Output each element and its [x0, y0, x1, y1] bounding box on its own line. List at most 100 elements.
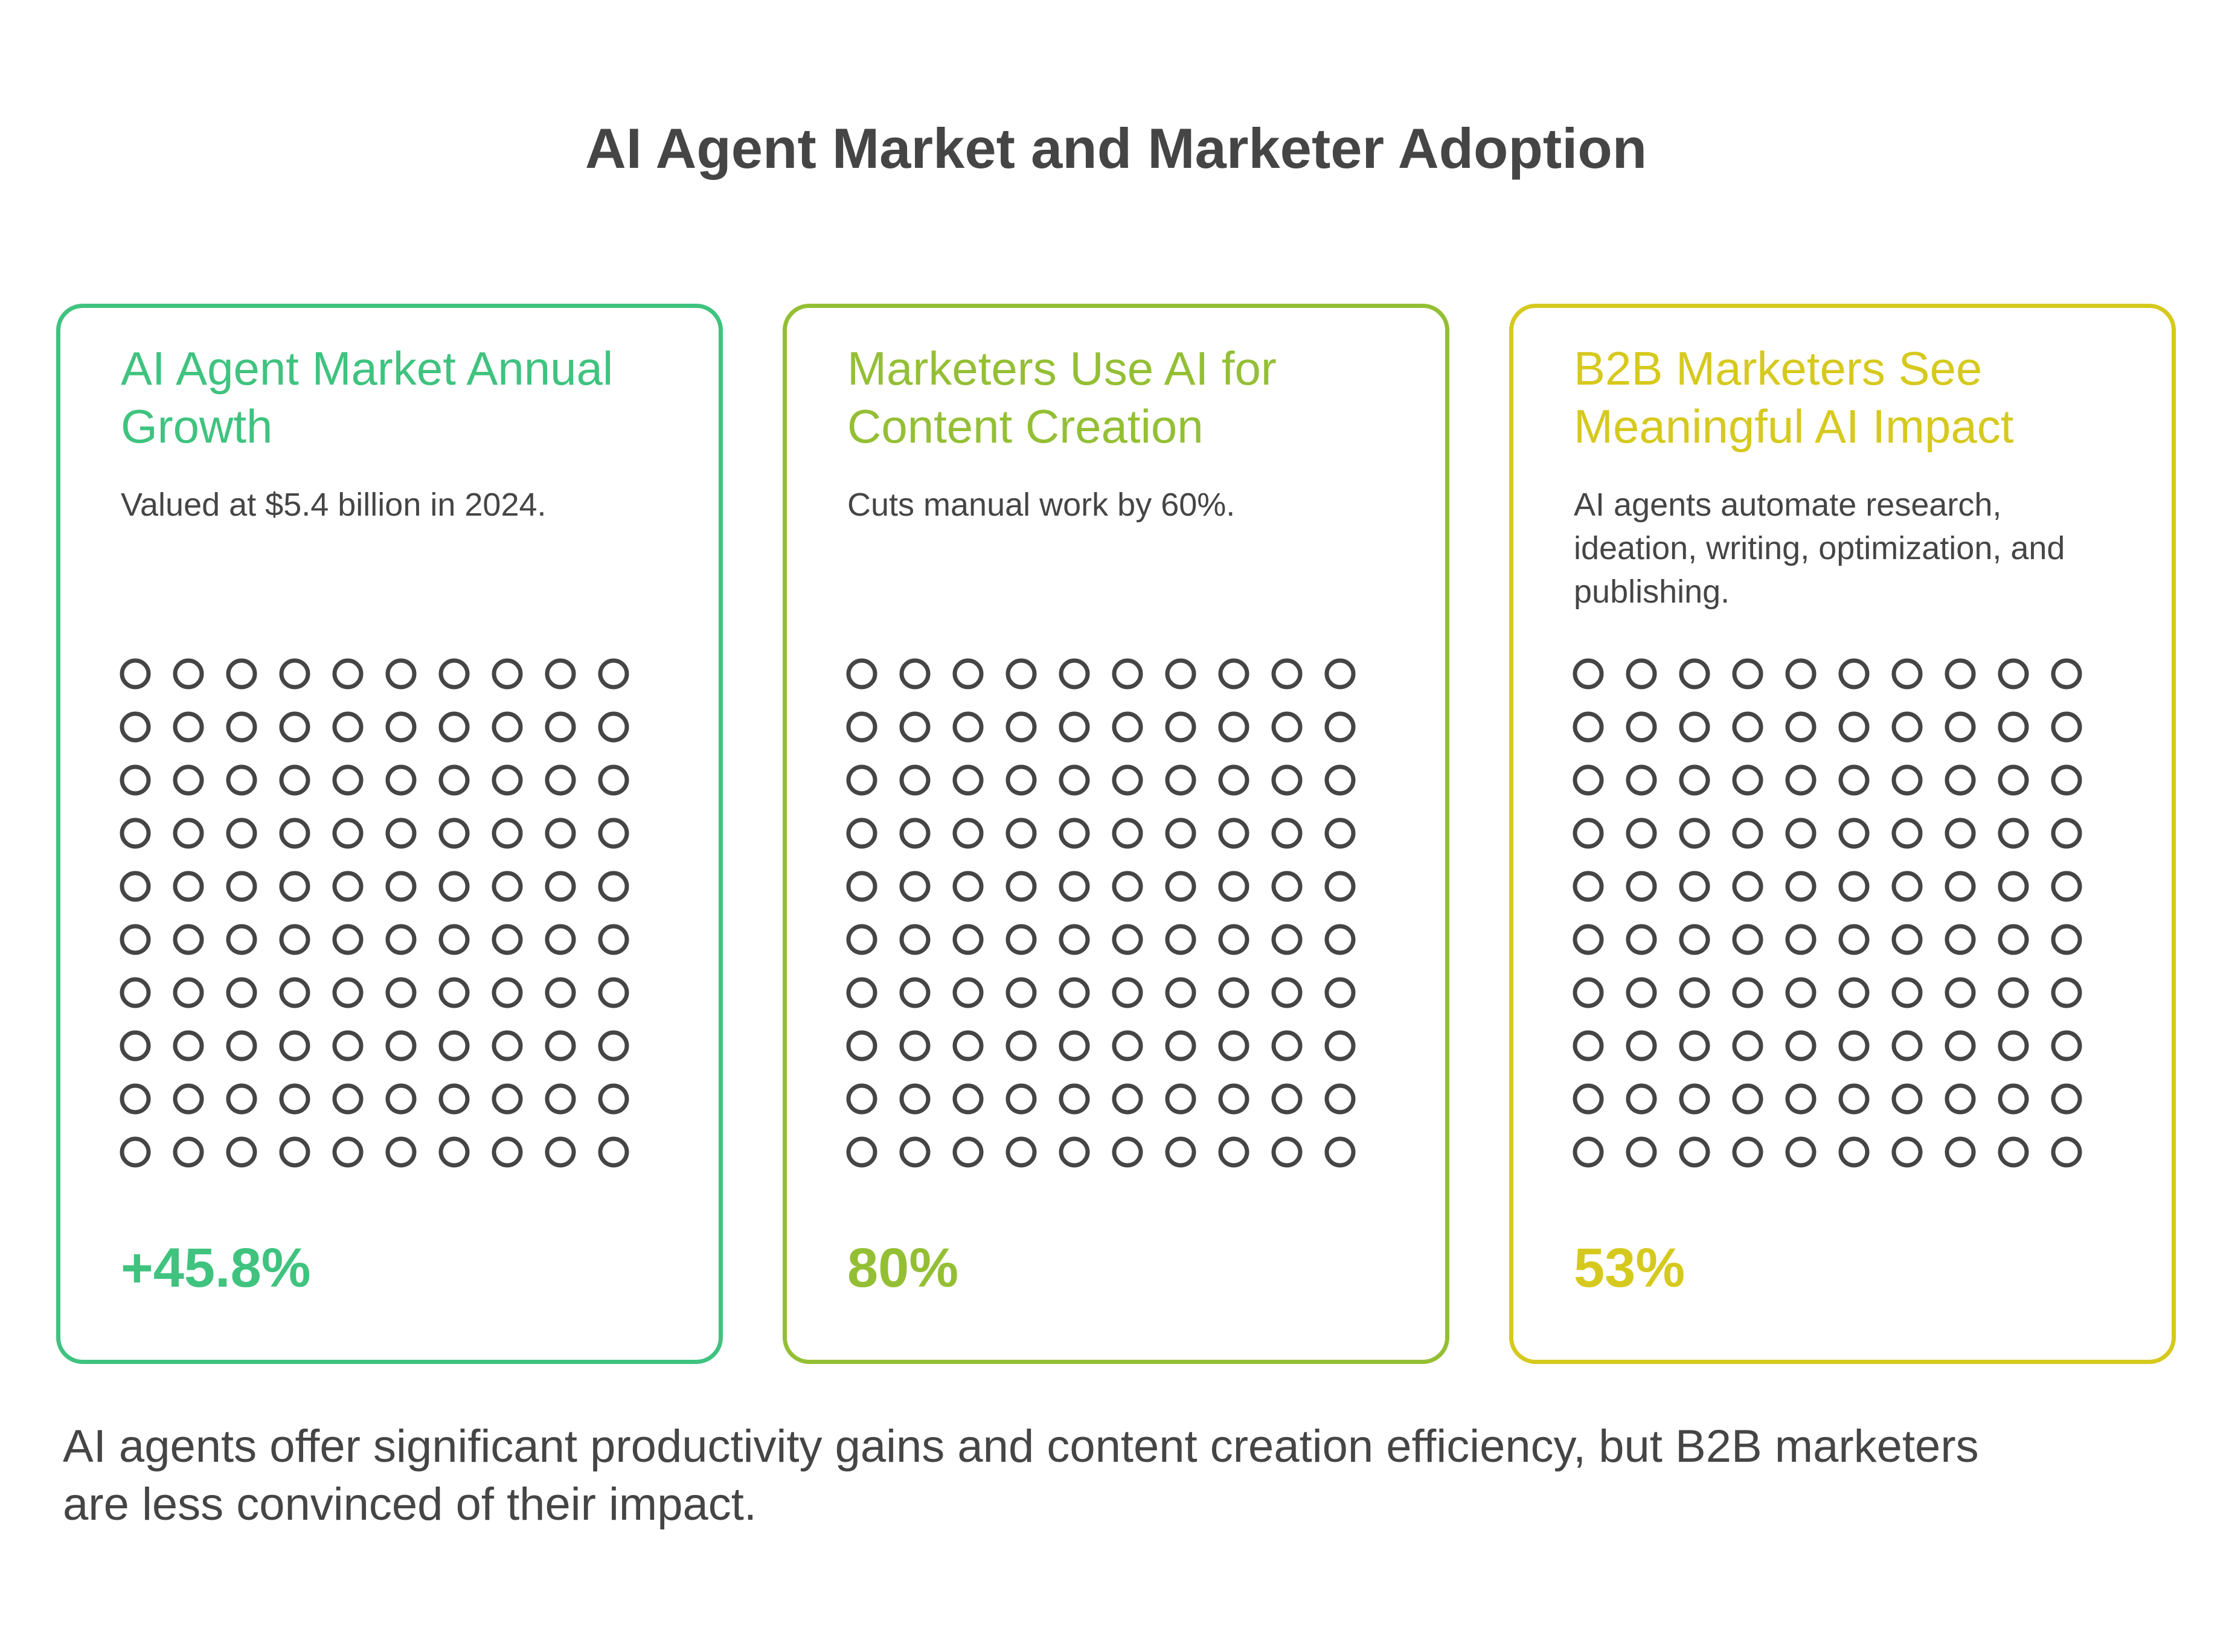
waffle-dot: [1838, 1083, 1870, 1115]
waffle-dot: [1945, 818, 1976, 849]
waffle-dot: [1998, 871, 2029, 902]
waffle-dot: [1626, 1030, 1657, 1061]
waffle-dot: [226, 658, 257, 690]
waffle-dot: [952, 1030, 984, 1061]
waffle-dot: [545, 711, 576, 743]
waffle-dot: [846, 977, 877, 1008]
waffle-dot: [1059, 658, 1090, 690]
waffle-dot: [1732, 977, 1763, 1008]
waffle-dot: [1059, 711, 1090, 743]
waffle-dot: [846, 1083, 877, 1115]
waffle-dot: [1165, 711, 1196, 743]
waffle-dot: [1891, 871, 1923, 902]
waffle-dot: [226, 764, 257, 796]
waffle-dot: [1945, 924, 1976, 955]
waffle-dot: [846, 658, 877, 690]
waffle-dot: [1945, 1083, 1976, 1115]
waffle-dot: [1573, 1083, 1604, 1115]
waffle-dot: [2051, 1083, 2082, 1115]
waffle-dot: [1112, 658, 1143, 690]
waffle-dot: [1891, 658, 1923, 690]
summary-text: AI agents offer significant productivity…: [63, 1421, 1979, 1530]
waffle-dot: [899, 1083, 931, 1115]
waffle-dot: [226, 924, 257, 955]
waffle-dot: [1998, 1030, 2029, 1061]
waffle-dot: [846, 1136, 877, 1168]
waffle-dot: [120, 871, 151, 902]
waffle-dot: [226, 711, 257, 743]
waffle-dot: [1005, 764, 1037, 796]
waffle-dot: [332, 711, 364, 743]
waffle-dot: [173, 711, 204, 743]
waffle-dot: [1838, 1030, 1870, 1061]
waffle-dot: [1785, 924, 1817, 955]
waffle-dot: [1271, 1136, 1303, 1168]
waffle-dot: [492, 764, 523, 796]
waffle-dot: [846, 924, 877, 955]
waffle-dot: [1785, 658, 1817, 690]
waffle-dot: [598, 1083, 629, 1115]
waffle-dot: [492, 1083, 523, 1115]
waffle-dot: [2051, 764, 2082, 796]
waffle-dot: [1945, 658, 1976, 690]
waffle-dot: [1891, 1030, 1923, 1061]
waffle-dot: [1112, 818, 1143, 849]
waffle-dot: [438, 1136, 470, 1168]
waffle-dot: [1112, 977, 1143, 1008]
waffle-dot: [332, 1136, 364, 1168]
waffle-dot: [1059, 1030, 1090, 1061]
waffle-dot: [492, 871, 523, 902]
waffle-dot: [173, 871, 204, 902]
waffle-dot: [598, 658, 629, 690]
waffle-dot: [1891, 977, 1923, 1008]
waffle-dot: [1324, 711, 1356, 743]
waffle-dot: [952, 658, 984, 690]
waffle-dot: [120, 658, 151, 690]
waffle-dot: [545, 1136, 576, 1168]
waffle-dot: [1218, 764, 1249, 796]
waffle-dot: [1626, 871, 1657, 902]
waffle-dot: [492, 977, 523, 1008]
card-value: +45.8%: [121, 1237, 311, 1299]
waffle-dot: [598, 1136, 629, 1168]
waffle-dot: [545, 871, 576, 902]
waffle-dot: [952, 764, 984, 796]
waffle-dot: [1732, 1083, 1763, 1115]
waffle-dot: [1573, 924, 1604, 955]
card-marketers-use-ai: Marketers Use AI for Content Creation Cu…: [783, 304, 1449, 1364]
waffle-dot: [1165, 818, 1196, 849]
waffle-dot: [1626, 658, 1657, 690]
waffle-dot: [1324, 977, 1356, 1008]
waffle-dot: [1785, 871, 1817, 902]
waffle-dot: [332, 818, 364, 849]
waffle-dot: [1059, 977, 1090, 1008]
waffle-dot: [1679, 924, 1710, 955]
waffle-dot: [1679, 977, 1710, 1008]
waffle-dot: [438, 1083, 470, 1115]
waffle-dot: [1324, 1083, 1356, 1115]
waffle-dot: [1005, 1083, 1037, 1115]
waffle-dot: [279, 1136, 310, 1168]
waffle-dot: [1679, 871, 1710, 902]
waffle-dot: [1165, 977, 1196, 1008]
waffle-dot: [1998, 658, 2029, 690]
waffle-dot: [385, 924, 417, 955]
waffle-dot: [1218, 711, 1249, 743]
waffle-dot: [279, 977, 310, 1008]
waffle-dot: [226, 1083, 257, 1115]
waffle-dot: [279, 1083, 310, 1115]
waffle-dot: [1573, 818, 1604, 849]
waffle-dot: [492, 658, 523, 690]
waffle-dot: [1732, 1136, 1763, 1168]
waffle-dot: [492, 1136, 523, 1168]
waffle-dot: [1005, 977, 1037, 1008]
waffle-dot: [492, 1030, 523, 1061]
waffle-dot: [120, 1083, 151, 1115]
waffle-dot: [1218, 1136, 1249, 1168]
waffle-dot: [1573, 1136, 1604, 1168]
waffle-dot: [1626, 711, 1657, 743]
waffle-dot: [2051, 658, 2082, 690]
waffle-dot: [545, 818, 576, 849]
waffle-dot: [1573, 764, 1604, 796]
waffle-dot: [1165, 1030, 1196, 1061]
